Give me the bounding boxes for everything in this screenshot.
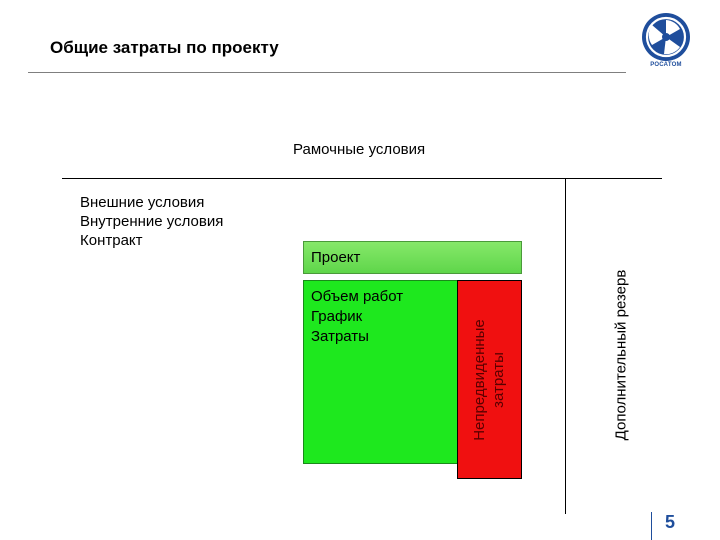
- frame-horizontal-line: [62, 178, 662, 179]
- additional-reserve-label: Дополнительный резерв: [612, 269, 630, 441]
- work-item-scope: Объем работ: [311, 288, 404, 305]
- work-item-schedule: График: [311, 308, 363, 325]
- unforeseen-line-1: Непредвиденные: [471, 319, 488, 441]
- unforeseen-line-2: затраты: [490, 352, 507, 408]
- work-scope-box: [303, 280, 458, 464]
- condition-external: Внешние условия: [80, 194, 205, 211]
- work-items-list: Объем работ График Затраты: [311, 287, 403, 347]
- unforeseen-costs-box: [457, 280, 522, 479]
- reserve-vertical-line: [565, 179, 566, 514]
- conditions-list: Внешние условия Внутренние условия Контр…: [80, 193, 223, 250]
- frame-conditions-label: Рамочные условия: [293, 141, 426, 158]
- page-title: Общие затраты по проекту: [50, 38, 279, 57]
- logo-text: РОСАТОМ: [650, 62, 682, 68]
- unforeseen-costs-label: Непредвиденные затраты: [470, 290, 508, 470]
- project-bar: [303, 241, 522, 274]
- rosatom-atom-icon: [642, 13, 690, 61]
- work-item-costs: Затраты: [311, 328, 369, 345]
- title-divider: [28, 72, 626, 73]
- condition-contract: Контракт: [80, 232, 143, 249]
- page-number: 5: [665, 512, 676, 532]
- condition-internal: Внутренние условия: [80, 213, 224, 230]
- page-number-divider: [651, 512, 652, 540]
- project-label: Проект: [311, 249, 361, 266]
